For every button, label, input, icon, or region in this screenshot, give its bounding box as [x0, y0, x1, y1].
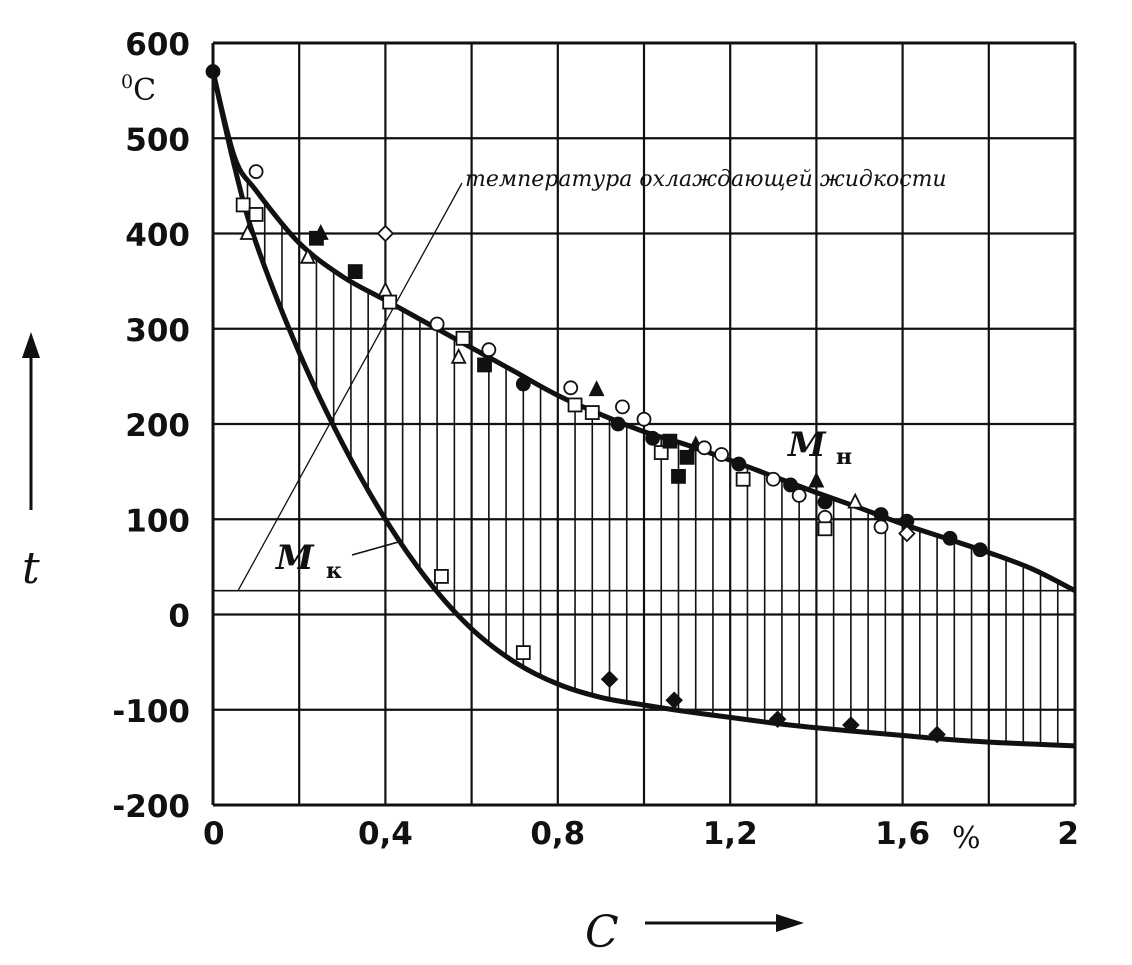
y-axis-variable: t — [22, 543, 40, 594]
data-point-open-circle-12 — [429, 316, 445, 332]
data-point-open-diamond-46 — [898, 524, 916, 543]
data-point-filled-circle-47 — [942, 530, 958, 546]
y-tick-label-1: -100 — [112, 694, 190, 730]
data-point-filled-square-28 — [671, 468, 686, 484]
y-tick-label-7: 500 — [125, 122, 190, 158]
data-point-filled-circle-17 — [515, 376, 531, 392]
data-point-open-circle-37 — [791, 488, 807, 503]
data-point-open-square-11 — [382, 294, 398, 310]
data-point-open-circle-44 — [873, 519, 889, 535]
data-point-open-square-50 — [515, 645, 531, 660]
coolant-temperature-line: температура охлаждающей жидкости — [213, 167, 1075, 592]
mn-curve-label: M н — [787, 425, 852, 470]
y-unit-text: C — [133, 73, 156, 108]
y-unit-label: 0C — [121, 71, 156, 108]
mk-curve-label: M к — [275, 538, 403, 584]
data-point-open-circle-18 — [563, 380, 579, 396]
data-points — [205, 64, 988, 744]
y-tick-label-0: -200 — [112, 789, 190, 825]
mk-label-sub: к — [326, 558, 342, 584]
data-point-open-square-34 — [735, 471, 751, 487]
y-tick-label-8: 600 — [125, 27, 190, 63]
coolant-label-leader-line — [237, 182, 463, 592]
data-point-filled-circle-43 — [873, 507, 889, 522]
data-point-filled-square-29 — [679, 449, 695, 465]
x-tick-label-4: 1,6 — [875, 816, 930, 852]
data-point-open-triangle-42 — [847, 492, 864, 509]
data-point-open-triangle-13 — [450, 347, 467, 364]
x-tick-label-0: 0 — [203, 816, 225, 852]
data-point-filled-circle-25 — [645, 430, 661, 446]
data-point-filled-diamond-53 — [768, 710, 787, 729]
data-point-open-circle-3 — [248, 164, 264, 179]
data-point-filled-triangle-7 — [312, 223, 329, 240]
coolant-temperature-label: температура охлаждающей жидкости — [465, 167, 947, 192]
data-point-open-square-49 — [434, 569, 449, 584]
x-tick-label-3: 1,2 — [703, 816, 758, 852]
y-tick-label-4: 200 — [125, 408, 190, 444]
data-point-open-triangle-10 — [377, 281, 394, 298]
mk-label-main: M — [275, 538, 315, 578]
data-point-open-triangle-5 — [299, 247, 316, 264]
x-tick-labels: 0 0,4 0,8 1,2 1,6 2 — [203, 816, 1079, 852]
y-tick-label-5: 300 — [125, 313, 190, 349]
data-point-filled-diamond-52 — [665, 691, 683, 709]
data-point-filled-diamond-54 — [842, 716, 860, 734]
data-point-filled-diamond-51 — [600, 670, 619, 689]
data-point-open-circle-16 — [481, 342, 497, 358]
data-point-filled-diamond-55 — [928, 725, 946, 744]
x-unit-label: % — [952, 821, 981, 856]
data-point-filled-circle-0 — [205, 64, 221, 79]
transformation-range-hatching — [229, 140, 1059, 746]
data-point-filled-square-15 — [477, 357, 492, 373]
mn-label-sub: н — [836, 444, 852, 470]
x-tick-label-2: 0,8 — [530, 816, 585, 852]
y-axis-arrow — [22, 332, 40, 510]
data-point-filled-circle-33 — [731, 456, 747, 472]
data-point-open-circle-24 — [636, 411, 652, 427]
y-tick-labels: -200 -100 0 100 200 300 400 500 600 — [112, 27, 190, 825]
y-tick-label-2: 0 — [168, 599, 190, 635]
data-point-open-square-20 — [584, 405, 600, 420]
data-point-open-diamond-9 — [376, 224, 395, 243]
mk-label-leader-line — [351, 540, 403, 556]
x-axis-arrow — [645, 914, 804, 932]
data-point-filled-square-27 — [662, 433, 678, 449]
data-point-open-circle-35 — [765, 471, 781, 487]
data-point-filled-circle-39 — [817, 494, 833, 510]
data-point-open-square-19 — [567, 397, 583, 413]
y-tick-label-3: 100 — [125, 503, 190, 539]
data-point-filled-square-8 — [347, 264, 363, 280]
data-point-open-square-1 — [235, 197, 251, 213]
x-tick-label-1: 0,4 — [358, 816, 413, 852]
data-point-open-circle-32 — [714, 447, 729, 462]
data-point-filled-triangle-21 — [588, 380, 605, 397]
data-point-filled-circle-22 — [610, 416, 626, 432]
x-axis-variable: C — [585, 907, 619, 958]
data-point-open-circle-23 — [615, 399, 630, 415]
data-point-filled-circle-36 — [783, 477, 798, 493]
data-point-open-circle-31 — [696, 440, 712, 456]
data-point-open-triangle-2 — [239, 223, 256, 240]
mn-label-main: M — [787, 425, 827, 465]
data-point-open-square-14 — [455, 330, 471, 346]
y-unit-superscript: 0 — [121, 71, 133, 93]
y-tick-label-6: 400 — [125, 218, 190, 254]
data-point-filled-triangle-38 — [808, 471, 825, 488]
x-tick-label-5: 2 — [1057, 816, 1079, 852]
data-point-filled-circle-48 — [972, 542, 988, 558]
data-point-open-square-26 — [653, 445, 669, 460]
mk-curve — [210, 71, 1076, 749]
data-point-open-square-4 — [248, 207, 264, 222]
data-point-open-square-41 — [817, 521, 833, 537]
